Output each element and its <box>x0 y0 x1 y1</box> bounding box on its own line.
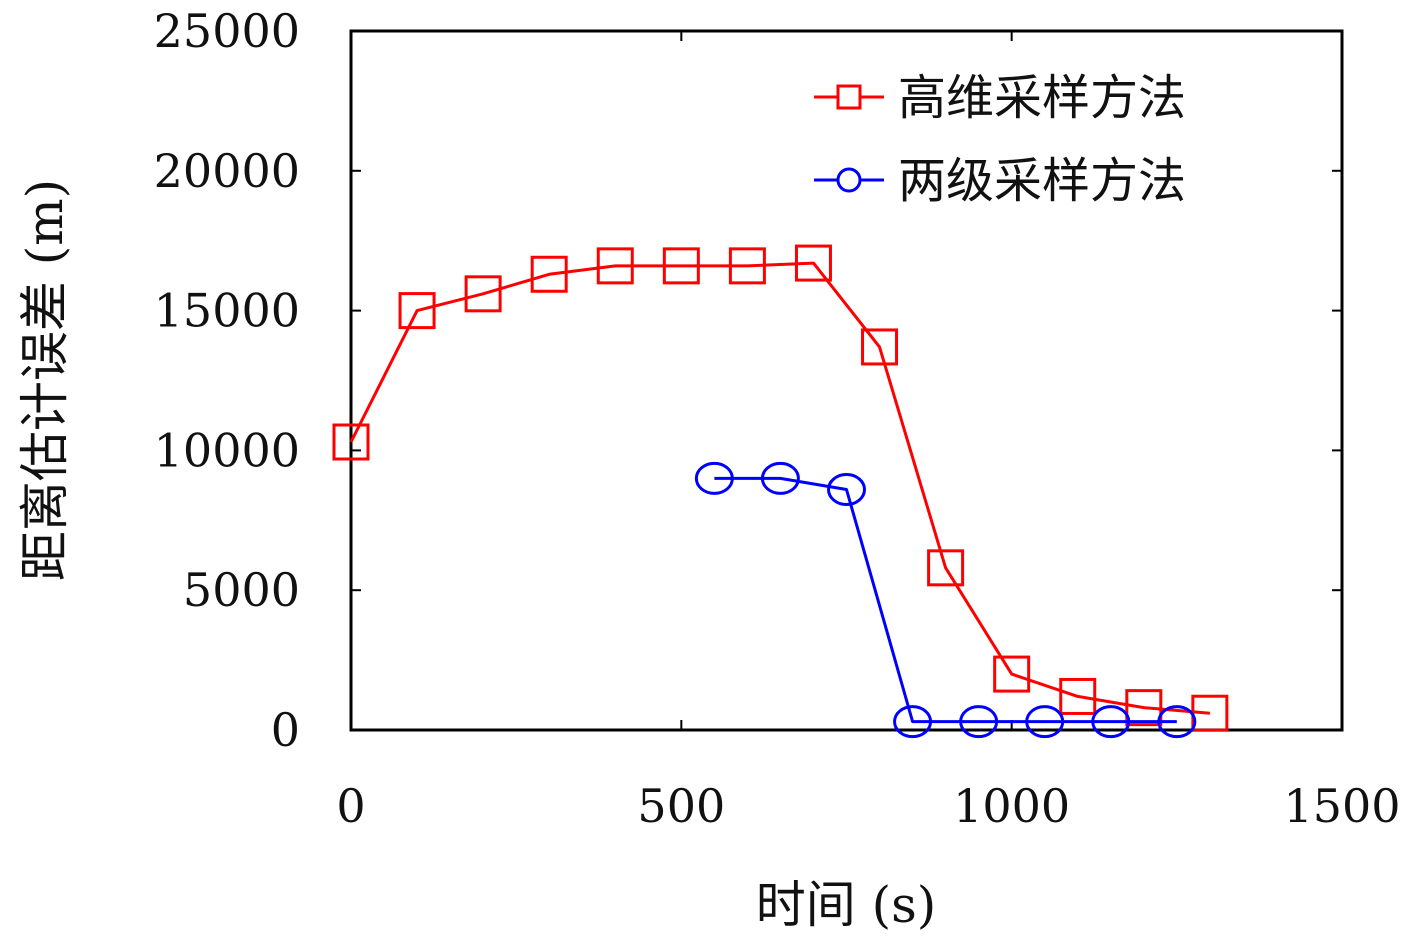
data-point-square <box>596 247 634 285</box>
data-point-square <box>927 549 965 587</box>
data-point-square <box>332 423 370 461</box>
legend: 高维采样方法 两级采样方法 <box>814 70 1186 209</box>
legend-label-two-level: 两级采样方法 <box>898 153 1186 209</box>
data-point-square <box>993 655 1031 693</box>
series-layer <box>332 244 1229 739</box>
y-axis: 0 5000 10000 15000 20000 25000 <box>154 4 1342 757</box>
data-point-square <box>861 328 899 366</box>
data-point-square <box>728 247 766 285</box>
data-point-circle <box>1157 705 1197 739</box>
y-tick-label: 0 <box>271 703 300 757</box>
legend-item-high-dim: 高维采样方法 <box>814 70 1186 126</box>
legend-swatch-square-icon <box>836 84 862 110</box>
data-point-circle <box>827 473 866 507</box>
x-tick-label: 500 <box>637 779 725 833</box>
x-axis-title: 时间 (s) <box>756 876 937 934</box>
data-point-square <box>1059 677 1097 715</box>
data-point-circle <box>959 705 999 739</box>
data-point-square <box>464 275 502 313</box>
data-point-square <box>530 255 568 293</box>
x-tick-label: 1000 <box>953 779 1070 833</box>
data-point-square <box>1125 689 1163 727</box>
data-point-circle <box>1025 705 1065 739</box>
data-point-square <box>794 244 832 282</box>
data-point-circle <box>893 705 933 739</box>
legend-item-two-level: 两级采样方法 <box>814 153 1186 209</box>
x-tick-label: 0 <box>336 779 365 833</box>
data-point-circle <box>1091 705 1131 739</box>
plot-frame <box>349 29 1344 732</box>
data-point-square <box>662 247 700 285</box>
y-tick-label: 25000 <box>154 4 300 58</box>
series-0 <box>332 244 1229 732</box>
series-1 <box>694 461 1197 739</box>
data-point-square <box>398 292 436 330</box>
series-line-1 <box>714 476 1177 724</box>
y-tick-label: 5000 <box>183 563 300 617</box>
y-tick-label: 20000 <box>154 144 300 198</box>
legend-label-high-dim: 高维采样方法 <box>898 70 1186 126</box>
x-axis: 0 500 1000 1500 <box>336 31 1401 833</box>
x-tick-label: 1500 <box>1283 779 1400 833</box>
data-point-circle <box>694 461 734 495</box>
legend-swatch-circle-icon <box>836 167 862 193</box>
y-axis-title: 距离估计误差 (m) <box>16 179 74 581</box>
y-tick-label: 15000 <box>154 284 300 338</box>
series-line-0 <box>349 261 1211 715</box>
data-point-circle <box>760 461 800 495</box>
y-tick-label: 10000 <box>154 423 300 477</box>
